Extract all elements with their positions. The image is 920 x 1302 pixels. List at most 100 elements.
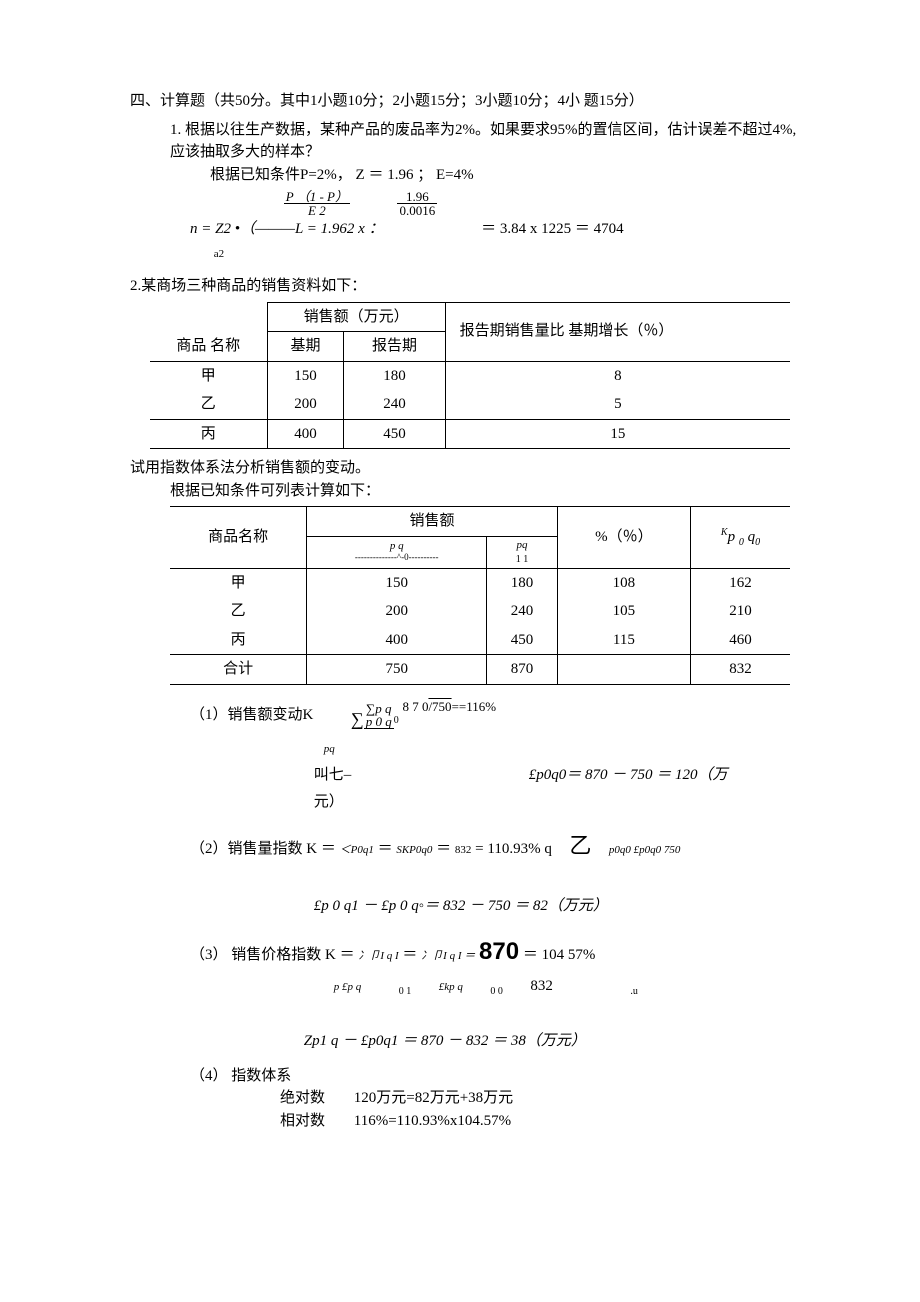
- text: 冫卩I q I ＝: [421, 950, 475, 962]
- t1-h-name: 商品 名称: [150, 302, 267, 361]
- calc-1: （1）销售额变动K ∑ ∑p q p 0 q 0 8 7 0/750==116%…: [190, 695, 810, 816]
- text: £p0q0＝ 870 － 750 ＝ 120（万: [529, 767, 728, 783]
- text: ＝ 104 57%: [523, 947, 596, 963]
- q1-text: 1. 根据以往生产数据，某种产品的废品率为2%。如果要求95%的置信区间，估计误…: [130, 119, 810, 164]
- t2-h-kpq: Kp 0 q0: [690, 507, 790, 569]
- q2-analysis: 试用指数体系法分析销售额的变动。: [130, 457, 810, 480]
- t2-h-sales: 销售额: [307, 507, 558, 537]
- cell: 丙: [170, 626, 307, 655]
- calc-2: （2）销售量指数 K ＝ ＜P0q1 ＝ SKP0q0 ＝ 832 = 110.…: [190, 826, 810, 920]
- rel-value: 116%=110.93%x104.57%: [354, 1113, 511, 1129]
- text: = 110.93% q: [475, 841, 552, 857]
- q1-given: 根据已知条件P=2%， Z ＝ 1.96 ； E=4%: [130, 164, 810, 187]
- cell: 240: [487, 597, 558, 626]
- q1-frac2: 1.96 0.0016: [397, 190, 437, 217]
- calc-label: （3） 销售价格指数 K ＝: [190, 942, 355, 969]
- t2-h-pct: %（％）: [557, 507, 690, 569]
- cell: 460: [690, 626, 790, 655]
- calc-label: （2）销售量指数 K ＝: [190, 836, 336, 863]
- cell: 甲: [150, 361, 267, 390]
- calc1-result: 8 7 0/750==116%: [402, 699, 496, 714]
- table-row-total: 合计 750 870 832: [170, 655, 790, 685]
- sales-table-2: 商品名称 销售额 %（％） Kp 0 q0 p q --------------…: [170, 506, 790, 685]
- t1-h-base: 基期: [267, 332, 344, 362]
- q1-formula-right: ＝ 3.84 x 1225 ＝ 4704: [481, 221, 624, 237]
- text: £p 0 q1 － £p 0 q◦＝ 832 － 750 ＝ 82（万元）: [314, 898, 608, 914]
- text: .u: [630, 986, 638, 997]
- abs-label: 绝对数: [280, 1087, 350, 1110]
- text: 0 0: [490, 986, 503, 997]
- cell: [557, 655, 690, 685]
- t1-h-growth: 报告期销售量比 基期增长（％）: [445, 302, 790, 361]
- t1-h-report: 报告期: [344, 332, 445, 362]
- calc-4: （4） 指数体系 绝对数 120万元=82万元+38万元 相对数 116%=11…: [190, 1065, 810, 1133]
- symbol: 乙: [569, 833, 591, 858]
- frac-top: 1.96: [397, 190, 437, 204]
- cell: 450: [487, 626, 558, 655]
- cell: 115: [557, 626, 690, 655]
- sub: 0: [394, 715, 399, 726]
- pq-label: pq: [324, 743, 335, 755]
- text: ＜P0q1: [340, 844, 374, 856]
- cell: 合计: [170, 655, 307, 685]
- q1-formula-left: n = Z2 •（———L = 1.962 x ：: [190, 221, 384, 237]
- label: pq: [517, 539, 528, 551]
- t2-h-name: 商品名称: [170, 507, 307, 569]
- text: SKP0q0: [396, 844, 432, 856]
- cell: 105: [557, 597, 690, 626]
- text: p0q0 £p0q0 750: [609, 844, 681, 856]
- text: 元）: [314, 794, 344, 810]
- label: ^-0: [397, 552, 409, 562]
- rel-label: 相对数: [280, 1110, 350, 1133]
- text: p £p q: [334, 981, 362, 993]
- text: ＝: [378, 841, 393, 857]
- cell: 180: [487, 568, 558, 597]
- label: p q: [390, 540, 404, 552]
- abs-value: 120万元=82万元+38万元: [354, 1090, 513, 1106]
- frac-bot: E 2: [284, 204, 350, 217]
- cell: 乙: [150, 390, 267, 419]
- cell: 210: [690, 597, 790, 626]
- label: 1 1: [516, 554, 529, 565]
- q1-a2: a2: [214, 248, 224, 260]
- table-row: 丙 400 450 15: [150, 419, 790, 449]
- big-number: 870: [479, 938, 519, 965]
- calc-label: （4） 指数体系: [190, 1065, 810, 1088]
- cell: 乙: [170, 597, 307, 626]
- cell: 832: [690, 655, 790, 685]
- cell: 180: [344, 361, 445, 390]
- cell: 甲: [170, 568, 307, 597]
- sales-table-1: 商品 名称 销售额（万元） 报告期销售量比 基期增长（％） 基期 报告期 甲 1…: [150, 302, 790, 450]
- table-row: 乙 200 240 105 210: [170, 597, 790, 626]
- cell: 丙: [150, 419, 267, 449]
- calc-label: （1）销售额变动K: [190, 702, 313, 729]
- frac-top: ∑p q: [364, 702, 394, 715]
- text: £kp q: [439, 981, 463, 993]
- text: ＝: [402, 947, 417, 963]
- sigma-icon: ∑: [351, 709, 364, 729]
- table-row: 乙 200 240 5: [150, 390, 790, 419]
- calc1-frac: ∑p q p 0 q: [364, 702, 394, 729]
- frac-bot: p 0 q: [364, 715, 394, 728]
- cell: 162: [690, 568, 790, 597]
- text: ＝: [436, 841, 451, 857]
- text: Zp1 q － £p0q1 ＝ 870 － 832 ＝ 38（万元）: [304, 1033, 586, 1049]
- text: 832: [530, 978, 553, 994]
- cell: 400: [267, 419, 344, 449]
- cell: 870: [487, 655, 558, 685]
- cell: 5: [445, 390, 790, 419]
- cell: 200: [307, 597, 487, 626]
- q2-intro: 2.某商场三种商品的销售资料如下：: [130, 275, 810, 298]
- text: 0 1: [399, 986, 412, 997]
- frac-bot: 0.0016: [397, 204, 437, 217]
- table-row: 丙 400 450 115 460: [170, 626, 790, 655]
- table-row: 甲 150 180 108 162: [170, 568, 790, 597]
- cell: 15: [445, 419, 790, 449]
- calc-3: （3） 销售价格指数 K ＝ 冫卩I q I ＝ 冫卩I q I ＝ 870 ＝…: [190, 930, 810, 1055]
- t2-h-pq1: pq 1 1: [487, 536, 558, 568]
- q2-given: 根据已知条件可列表计算如下：: [130, 480, 810, 503]
- cell: 150: [267, 361, 344, 390]
- text: 叫七–: [314, 767, 352, 783]
- cell: 200: [267, 390, 344, 419]
- q1-frac1: P （1 - P） E 2: [284, 190, 350, 217]
